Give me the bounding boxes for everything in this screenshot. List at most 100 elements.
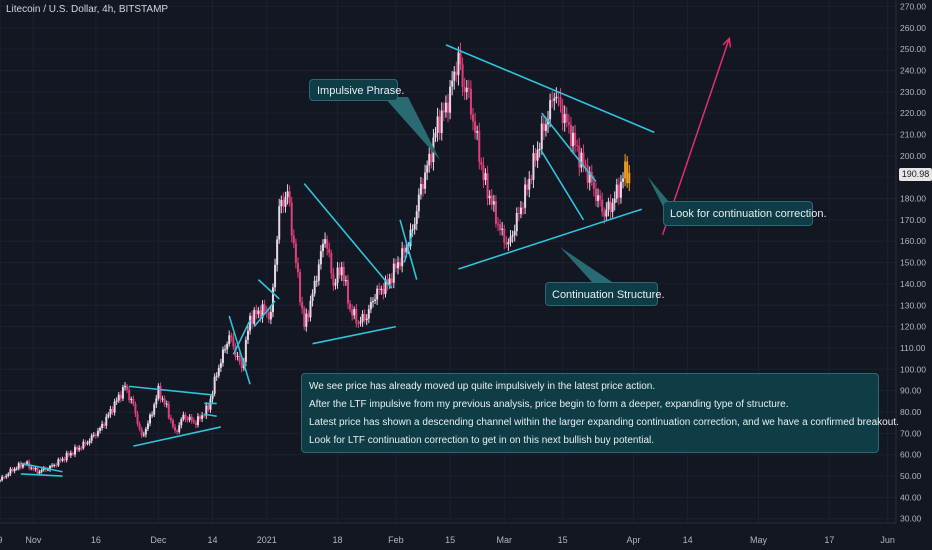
candle-body xyxy=(349,303,352,310)
x-tick-label: 2021 xyxy=(257,535,277,545)
candle-body xyxy=(19,463,22,468)
candle-body xyxy=(294,243,297,264)
candle-body xyxy=(584,164,587,166)
trendline xyxy=(403,232,414,263)
candle-body xyxy=(436,116,439,133)
candle-body xyxy=(467,87,470,89)
candle-body xyxy=(434,132,437,138)
candle-body xyxy=(59,459,62,461)
note-line-2: After the LTF impulsive from my previous… xyxy=(309,399,789,410)
candle-body xyxy=(130,398,133,401)
candle-body xyxy=(82,441,85,449)
y-tick-label: 70.00 xyxy=(900,428,922,438)
candle-body xyxy=(342,267,345,282)
candle-body xyxy=(192,420,195,423)
candle-body xyxy=(140,428,143,436)
candle-body xyxy=(497,223,500,225)
candle-body xyxy=(161,398,164,400)
candle-body xyxy=(392,263,395,283)
candle-body xyxy=(3,476,6,478)
candle-body xyxy=(332,273,335,286)
candle-body xyxy=(115,400,118,402)
candle-body xyxy=(117,394,120,401)
candle-body xyxy=(357,323,360,325)
candle-body xyxy=(421,184,424,189)
candle-body xyxy=(15,468,18,470)
candle-body xyxy=(34,467,37,470)
candle-body xyxy=(84,441,87,444)
candle-body xyxy=(555,96,558,99)
candle-body xyxy=(109,408,112,415)
candle-body xyxy=(232,337,235,347)
candle-body xyxy=(542,123,545,131)
x-tick-label: May xyxy=(750,535,768,545)
candle-body xyxy=(557,96,560,98)
candle-body xyxy=(211,393,214,400)
trendline xyxy=(445,44,655,134)
candle-body xyxy=(488,195,491,199)
candle-body xyxy=(188,416,191,420)
candle-body xyxy=(605,209,608,217)
candle-body xyxy=(26,461,29,465)
y-tick-label: 240.00 xyxy=(900,65,926,75)
candle-body xyxy=(163,398,166,405)
candle-body xyxy=(201,415,204,419)
candle-body xyxy=(167,403,170,418)
candle-body xyxy=(99,428,102,431)
candle-body xyxy=(157,385,160,399)
candle-body xyxy=(13,468,16,472)
candle-body xyxy=(540,123,543,150)
candle-body xyxy=(311,293,314,301)
candle-body xyxy=(92,434,95,436)
x-tick-label: Dec xyxy=(150,535,167,545)
candle-body xyxy=(78,447,81,450)
candle-body xyxy=(0,480,1,482)
candle-body xyxy=(38,471,41,474)
candle-body xyxy=(230,335,233,338)
candle-body xyxy=(319,251,322,265)
candle-body xyxy=(49,466,52,470)
candle-body xyxy=(430,153,433,163)
candle-body xyxy=(501,228,504,230)
candle-body xyxy=(597,195,600,201)
note-line-3: Latest price has shown a descending chan… xyxy=(309,417,899,428)
trendline xyxy=(541,151,585,221)
candle-body xyxy=(565,114,568,123)
candle-body xyxy=(303,308,306,327)
candle-body xyxy=(622,178,625,182)
candle-body xyxy=(307,313,310,318)
candle-body xyxy=(405,247,408,253)
candle-body xyxy=(469,88,472,115)
candle-body xyxy=(378,288,381,291)
candle-body xyxy=(86,443,89,445)
candle-body xyxy=(359,321,362,324)
y-tick-label: 210.00 xyxy=(900,129,926,139)
candle-body xyxy=(553,98,556,101)
candle-body xyxy=(526,184,529,190)
y-tick-label: 160.00 xyxy=(900,236,926,246)
candle-body xyxy=(103,423,106,426)
candle-body xyxy=(376,288,379,300)
y-tick-label: 180.00 xyxy=(900,194,926,204)
candle-body xyxy=(586,165,589,183)
candle-body xyxy=(263,304,266,311)
y-tick-label: 220.00 xyxy=(900,108,926,118)
candle-body xyxy=(484,173,487,181)
note-line-4: Look for LTF continuation correction to … xyxy=(309,435,655,446)
candle-body xyxy=(617,184,620,198)
candle-body xyxy=(165,403,168,405)
candle-body xyxy=(461,64,464,87)
candle-body xyxy=(184,414,187,420)
candle-body xyxy=(1,476,4,481)
candle-body xyxy=(274,264,277,288)
candle-body xyxy=(330,253,333,274)
candle-body xyxy=(269,312,272,320)
candle-body xyxy=(40,469,43,472)
candle-body xyxy=(380,288,383,291)
candle-body xyxy=(480,161,483,166)
candle-body xyxy=(126,385,129,390)
candle-body xyxy=(276,239,279,265)
candle-body xyxy=(519,207,522,214)
symbol-title: Litecoin / U.S. Dollar, 4h, BITSTAMP xyxy=(6,4,169,15)
x-tick-label: Apr xyxy=(626,535,640,545)
